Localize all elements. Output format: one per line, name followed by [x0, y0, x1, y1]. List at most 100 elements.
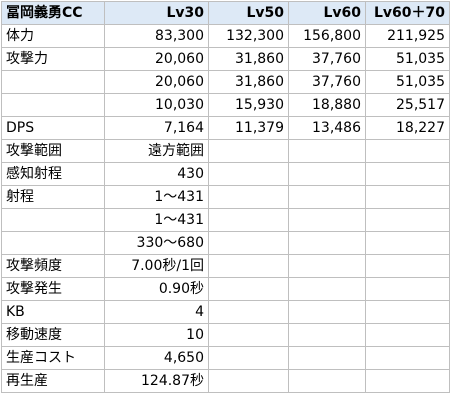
stat-value-cell — [208, 300, 289, 324]
stat-value-cell — [365, 185, 450, 209]
stat-value-cell — [288, 162, 366, 186]
stat-value-cell: 330～680 — [104, 231, 209, 255]
stat-value-cell: 37,760 — [288, 70, 366, 94]
stat-value-cell: 10 — [104, 323, 209, 347]
stat-value-cell — [208, 185, 289, 209]
stats-table: 冨岡義勇CC Lv30 Lv50 Lv60 Lv60＋70 体力 83,300 13… — [1, 1, 450, 393]
stat-value-cell — [288, 231, 366, 255]
stat-value-cell — [208, 369, 289, 393]
stat-value-cell: 31,860 — [208, 70, 289, 94]
row-label: 生産コスト — [1, 346, 105, 370]
stat-value-cell — [208, 346, 289, 370]
stat-value-cell — [288, 139, 366, 163]
stat-value-cell — [365, 231, 450, 255]
row-label: 射程 — [1, 185, 105, 209]
stat-value-cell — [208, 139, 289, 163]
stat-value-cell — [288, 369, 366, 393]
stat-value-cell: 51,035 — [365, 70, 450, 94]
stat-value-cell — [208, 231, 289, 255]
table-row: 体力 83,300 132,300 156,800 211,925 — [1, 24, 450, 48]
stat-value-cell: 132,300 — [208, 24, 289, 48]
table-row: 射程 1～431 — [1, 185, 450, 209]
row-label: 移動速度 — [1, 323, 105, 347]
stat-value-cell: 0.90秒 — [104, 277, 209, 301]
row-label: 攻撃力 — [1, 47, 105, 71]
table-row: 1～431 — [1, 208, 450, 232]
table-row: 攻撃頻度 7.00秒/1回 — [1, 254, 450, 278]
row-label — [1, 208, 105, 232]
stat-value-cell — [208, 254, 289, 278]
row-label — [1, 70, 105, 94]
table-row: 生産コスト 4,650 — [1, 346, 450, 370]
stat-value-cell: 83,300 — [104, 24, 209, 48]
stat-value-cell — [365, 254, 450, 278]
stat-value-cell — [288, 323, 366, 347]
table-row: 再生産 124.87秒 — [1, 369, 450, 393]
stat-value-cell — [365, 162, 450, 186]
stat-value-cell — [288, 185, 366, 209]
row-label: 攻撃範囲 — [1, 139, 105, 163]
table-row: KB 4 — [1, 300, 450, 324]
stat-value-cell: 156,800 — [288, 24, 366, 48]
stat-value-cell — [208, 208, 289, 232]
row-label: DPS — [1, 116, 105, 140]
row-label: 攻撃頻度 — [1, 254, 105, 278]
stat-value-cell — [365, 277, 450, 301]
stat-value-cell: 20,060 — [104, 70, 209, 94]
stat-value-cell — [208, 162, 289, 186]
level-header-lv30: Lv30 — [104, 1, 209, 25]
stat-value-cell: 7.00秒/1回 — [104, 254, 209, 278]
row-label: 再生産 — [1, 369, 105, 393]
stat-value-cell: 18,880 — [288, 93, 366, 117]
table-row: 20,060 31,860 37,760 51,035 — [1, 70, 450, 94]
table-row: 移動速度 10 — [1, 323, 450, 347]
stat-value-cell: 4,650 — [104, 346, 209, 370]
table-row: DPS 7,164 11,379 13,486 18,227 — [1, 116, 450, 140]
row-label — [1, 231, 105, 255]
unit-name-header: 冨岡義勇CC — [1, 1, 105, 25]
stat-value-cell: 11,379 — [208, 116, 289, 140]
stat-value-cell — [365, 369, 450, 393]
row-label: KB — [1, 300, 105, 324]
stat-value-cell — [365, 208, 450, 232]
header-row: 冨岡義勇CC Lv30 Lv50 Lv60 Lv60＋70 — [1, 1, 450, 25]
stat-value-cell — [288, 277, 366, 301]
stat-value-cell — [288, 346, 366, 370]
stat-value-cell: 20,060 — [104, 47, 209, 71]
stat-value-cell: 1～431 — [104, 185, 209, 209]
table-row: 攻撃範囲 遠方範囲 — [1, 139, 450, 163]
level-header-lv50: Lv50 — [208, 1, 289, 25]
stat-value-cell: 18,227 — [365, 116, 450, 140]
stat-value-cell — [208, 323, 289, 347]
stat-value-cell — [208, 277, 289, 301]
stat-value-cell — [288, 254, 366, 278]
table-row: 10,030 15,930 18,880 25,517 — [1, 93, 450, 117]
stat-value-cell: 遠方範囲 — [104, 139, 209, 163]
row-label — [1, 93, 105, 117]
stats-table-body: 体力 83,300 132,300 156,800 211,925 攻撃力 20,060 31… — [1, 24, 450, 393]
stat-value-cell: 51,035 — [365, 47, 450, 71]
stat-value-cell: 1～431 — [104, 208, 209, 232]
stat-value-cell: 13,486 — [288, 116, 366, 140]
table-row: 330～680 — [1, 231, 450, 255]
stat-value-cell: 7,164 — [104, 116, 209, 140]
stat-value-cell: 10,030 — [104, 93, 209, 117]
stat-value-cell: 25,517 — [365, 93, 450, 117]
stat-value-cell: 430 — [104, 162, 209, 186]
stat-value-cell — [365, 300, 450, 324]
row-label: 感知射程 — [1, 162, 105, 186]
stat-value-cell — [365, 139, 450, 163]
stat-value-cell: 4 — [104, 300, 209, 324]
stat-value-cell: 15,930 — [208, 93, 289, 117]
row-label: 体力 — [1, 24, 105, 48]
table-row: 感知射程 430 — [1, 162, 450, 186]
stat-value-cell — [365, 346, 450, 370]
stat-value-cell: 124.87秒 — [104, 369, 209, 393]
stat-value-cell — [365, 323, 450, 347]
stat-value-cell — [288, 208, 366, 232]
stat-value-cell: 211,925 — [365, 24, 450, 48]
stat-value-cell: 31,860 — [208, 47, 289, 71]
stat-value-cell — [288, 300, 366, 324]
stat-value-cell: 37,760 — [288, 47, 366, 71]
level-header-lv60-70: Lv60＋70 — [365, 1, 450, 25]
